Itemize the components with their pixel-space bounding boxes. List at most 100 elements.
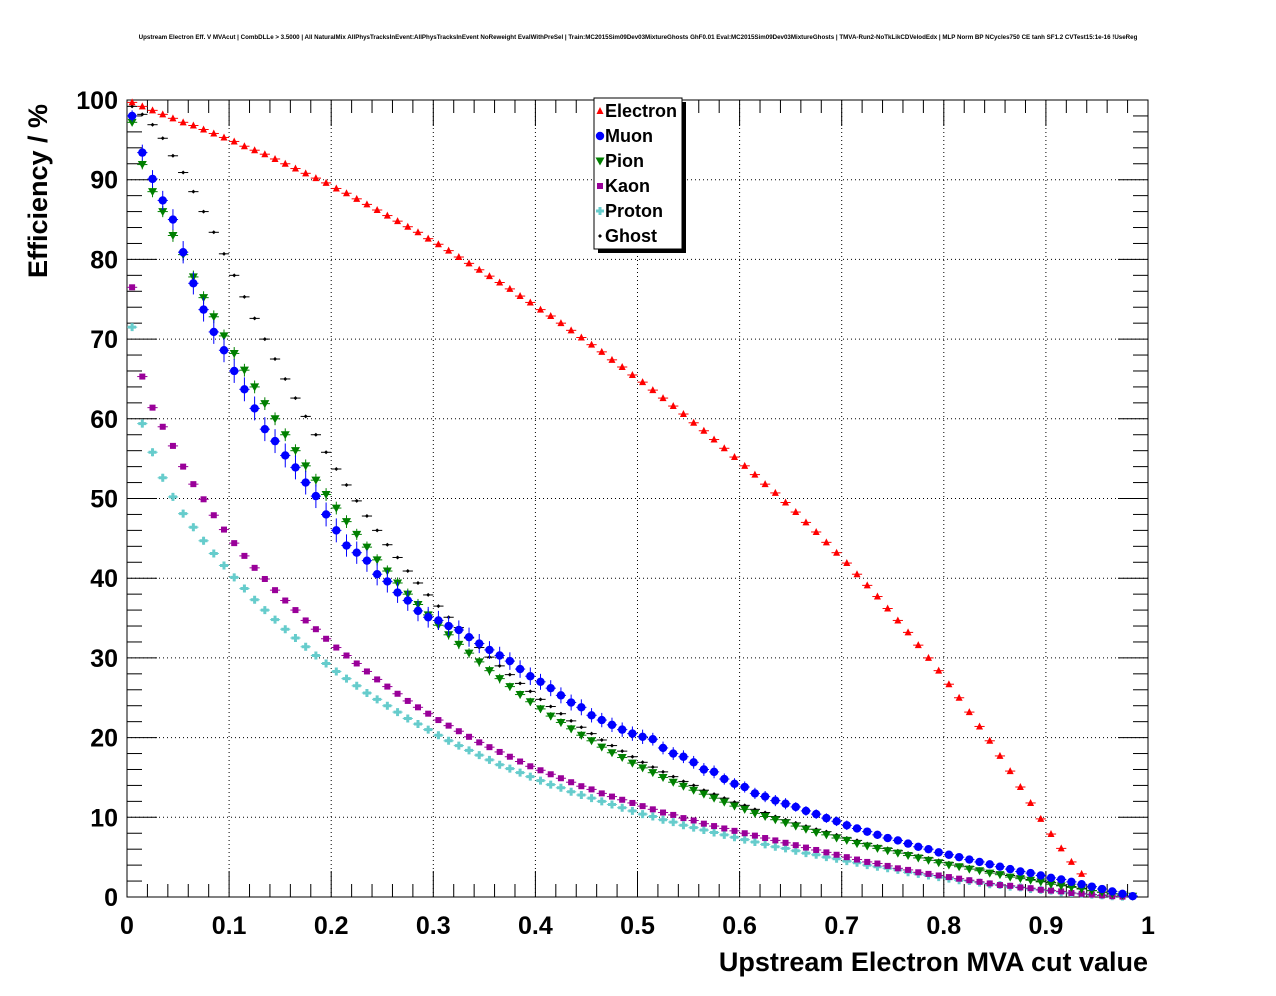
legend-label-electron: Electron [605,101,677,121]
data-point [1037,814,1045,822]
data-point [913,854,923,863]
data-point [862,842,872,851]
data-point [821,831,831,840]
data-point [822,538,830,546]
data-point [660,809,667,816]
data-point [566,698,576,707]
data-point [516,768,525,777]
data-point [894,865,901,872]
data-point [252,316,257,321]
data-point [313,432,318,437]
y-tick-label: 50 [90,486,118,514]
data-point [1078,890,1085,897]
data-point [1027,885,1034,892]
data-point [597,715,606,725]
data-point [945,874,952,881]
legend-marker-proton [596,207,604,215]
data-point [260,424,270,434]
data-point [454,625,464,635]
data-point [209,549,218,558]
data-point [669,749,678,758]
data-point [854,856,861,863]
data-point [292,607,299,614]
data-point [556,691,566,700]
x-tick-label: 0.2 [314,912,349,940]
data-point [1128,892,1137,901]
data-point [617,725,627,734]
data-point [587,711,596,720]
data-point [373,695,382,704]
data-point [505,683,515,692]
data-point [506,753,513,760]
data-point [293,396,298,401]
data-point [281,451,290,460]
data-point [497,663,502,668]
data-point [955,693,963,701]
data-point [538,697,543,702]
data-point [352,681,361,690]
data-point [661,769,666,774]
data-point [812,850,821,859]
data-point [986,736,994,744]
data-point [689,758,698,767]
data-point [455,253,463,261]
data-point [762,835,769,842]
data-point [640,760,645,765]
legend-box [593,97,683,250]
data-point [956,875,963,882]
data-point [394,217,402,225]
data-point [323,635,330,642]
series-electron [127,98,1087,877]
data-point [475,751,484,760]
series-muon [127,110,1138,901]
data-point [261,150,269,158]
data-point [884,862,891,869]
data-point [536,776,545,785]
data-point [699,826,708,835]
data-point [517,758,524,765]
data-point [609,743,614,748]
data-point [751,470,759,478]
y-tick-label: 60 [90,406,118,434]
chart-title: Upstream Electron Eff. V MVAcut | CombDL… [138,34,1138,41]
data-point [353,194,361,202]
data-point [415,580,420,585]
data-point [373,205,381,213]
data-point [434,240,442,248]
data-point [833,851,840,858]
data-point [301,478,310,487]
data-point [864,858,871,865]
data-point [158,208,168,217]
data-point [403,714,412,723]
data-point [465,746,474,755]
data-point [334,467,339,472]
data-point [352,548,361,557]
data-point [924,653,932,661]
data-point [546,780,555,789]
data-point [486,744,493,751]
data-point [221,251,226,256]
data-point [383,211,391,219]
data-point [579,725,584,730]
data-point [567,787,576,796]
series-kaon [127,284,1128,900]
data-point [607,720,617,730]
data-point [362,688,371,697]
data-point [1016,867,1025,876]
data-point [597,797,606,806]
data-point [995,871,1005,880]
data-point [853,858,862,867]
data-point [700,820,707,827]
data-point [169,114,177,122]
data-point [1037,886,1044,893]
data-point [251,564,258,571]
data-point [354,498,359,503]
data-point [781,844,790,853]
data-point [260,606,269,615]
data-point [424,725,433,734]
data-point [138,419,147,428]
data-point [528,689,533,694]
data-point [445,722,452,729]
data-point [137,161,147,170]
